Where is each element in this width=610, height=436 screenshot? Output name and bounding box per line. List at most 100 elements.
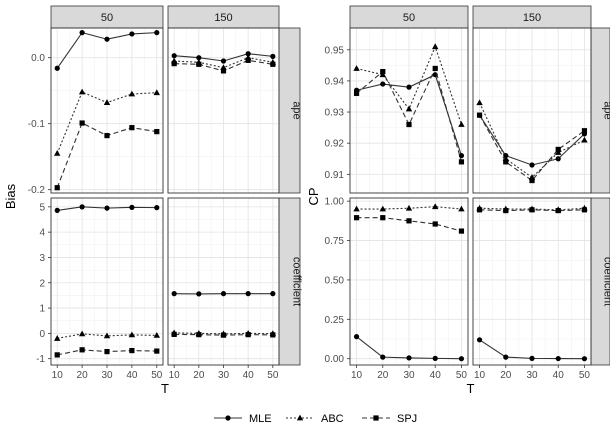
- point-spj: [406, 121, 412, 128]
- point-spj: [353, 90, 360, 96]
- legend-marker-spj: [373, 415, 379, 421]
- bias-panel-ape-150: [167, 27, 280, 194]
- bias-x-tick-label: 30: [218, 370, 230, 381]
- series-line-spj: [479, 114, 585, 182]
- series-line-abc: [479, 102, 585, 179]
- point-mle: [581, 356, 588, 362]
- point-mle: [476, 337, 483, 343]
- point-abc: [432, 203, 439, 210]
- point-abc: [128, 331, 136, 338]
- point-spj: [129, 125, 135, 131]
- bias-y-tick-label: -0.1: [28, 119, 46, 130]
- bias-y-tick-label: 2: [39, 278, 45, 289]
- panel-border: [167, 27, 280, 194]
- bias-y-tick-label: -0.2: [28, 185, 46, 196]
- point-spj: [270, 332, 276, 338]
- point-spj: [432, 65, 438, 72]
- point-spj: [54, 352, 60, 358]
- bias-panel-coefficient-150: [167, 197, 280, 366]
- point-spj: [54, 185, 60, 191]
- point-mle: [458, 356, 465, 362]
- bias-x-tick-label: 50: [267, 370, 279, 381]
- cp-panel-ape-150: [472, 27, 592, 194]
- point-mle: [196, 55, 202, 61]
- cp-y-tick-label: 0.94: [325, 76, 345, 87]
- bias-y-axis-title: Bias: [3, 183, 18, 209]
- cp-y-tick-label: 0.75: [325, 236, 345, 247]
- point-abc: [581, 136, 588, 143]
- series-line-abc: [57, 333, 157, 339]
- point-mle: [104, 36, 110, 42]
- point-spj: [104, 348, 110, 355]
- cp-row-strip-label: coefficient: [602, 257, 610, 306]
- point-spj: [171, 61, 177, 67]
- cp-y-tick-label: 1.00: [325, 197, 345, 208]
- point-spj: [380, 68, 386, 75]
- point-spj: [581, 207, 588, 213]
- point-abc: [54, 335, 61, 341]
- point-abc: [78, 88, 86, 95]
- point-spj: [353, 215, 360, 221]
- legend-marker-mle: [225, 415, 231, 421]
- bias-x-tick-label: 20: [193, 370, 205, 381]
- cp-panel-coefficient-50: [349, 197, 469, 366]
- point-abc: [153, 89, 160, 96]
- cp-y-tick-label: 0.92: [325, 139, 345, 150]
- bias-panel-coefficient-50: [50, 197, 164, 366]
- point-mle: [270, 291, 276, 297]
- point-abc: [128, 90, 136, 97]
- point-spj: [555, 146, 561, 153]
- cp-y-tick-label: 0.25: [325, 315, 345, 326]
- bias-x-tick-label: 30: [101, 370, 113, 381]
- cp-y-tick-label: 0.00: [325, 354, 345, 365]
- cp-x-tick-label: 30: [526, 370, 538, 381]
- point-mle: [79, 30, 85, 36]
- legend-label-abc: ABC: [321, 413, 344, 425]
- cp-x-tick-label: 40: [553, 370, 565, 381]
- panel-border: [349, 27, 469, 194]
- cp-col-strip-label: 150: [523, 12, 541, 24]
- point-mle: [79, 204, 85, 210]
- point-spj: [196, 61, 202, 67]
- point-spj: [154, 348, 160, 354]
- point-mle: [154, 205, 160, 211]
- point-mle: [458, 153, 465, 159]
- series-line-abc: [356, 45, 462, 125]
- point-mle: [555, 156, 561, 162]
- point-spj: [476, 112, 483, 118]
- point-abc: [555, 149, 562, 155]
- point-spj: [555, 208, 561, 214]
- legend-label-mle: MLE: [249, 413, 272, 425]
- bias-x-tick-label: 10: [169, 370, 181, 381]
- point-spj: [245, 57, 251, 63]
- point-mle: [54, 65, 60, 71]
- point-mle: [406, 355, 412, 361]
- point-spj: [245, 332, 251, 338]
- bias-y-tick-label: 3: [39, 253, 45, 264]
- legend: MLE ABC SPJ: [214, 413, 417, 425]
- cp-panel-ape-50: [349, 27, 469, 194]
- bias-y-tick-label: 1: [39, 304, 45, 315]
- point-abc: [379, 71, 386, 78]
- point-mle: [529, 162, 535, 168]
- point-abc: [78, 330, 86, 337]
- bias-col-strip-label: 50: [101, 12, 113, 24]
- point-abc: [353, 65, 360, 71]
- point-spj: [171, 331, 177, 337]
- point-mle: [503, 354, 509, 360]
- point-spj: [129, 347, 135, 354]
- point-spj: [220, 68, 227, 74]
- cp-panel-coefficient-150: [472, 197, 592, 366]
- legend-key-abc: ABC: [286, 413, 344, 425]
- point-abc: [103, 99, 111, 105]
- bias-x-axis-title: T: [161, 381, 169, 396]
- legend-label-spj: SPJ: [397, 413, 417, 425]
- bias-panel-ape-50: [50, 27, 164, 194]
- series-line-spj: [356, 66, 462, 163]
- point-mle: [196, 291, 202, 297]
- point-mle: [380, 354, 386, 360]
- cp-row-strip-label: ape: [602, 101, 610, 119]
- cp-x-tick-label: 50: [456, 370, 468, 381]
- point-mle: [380, 81, 386, 87]
- point-spj: [458, 228, 465, 234]
